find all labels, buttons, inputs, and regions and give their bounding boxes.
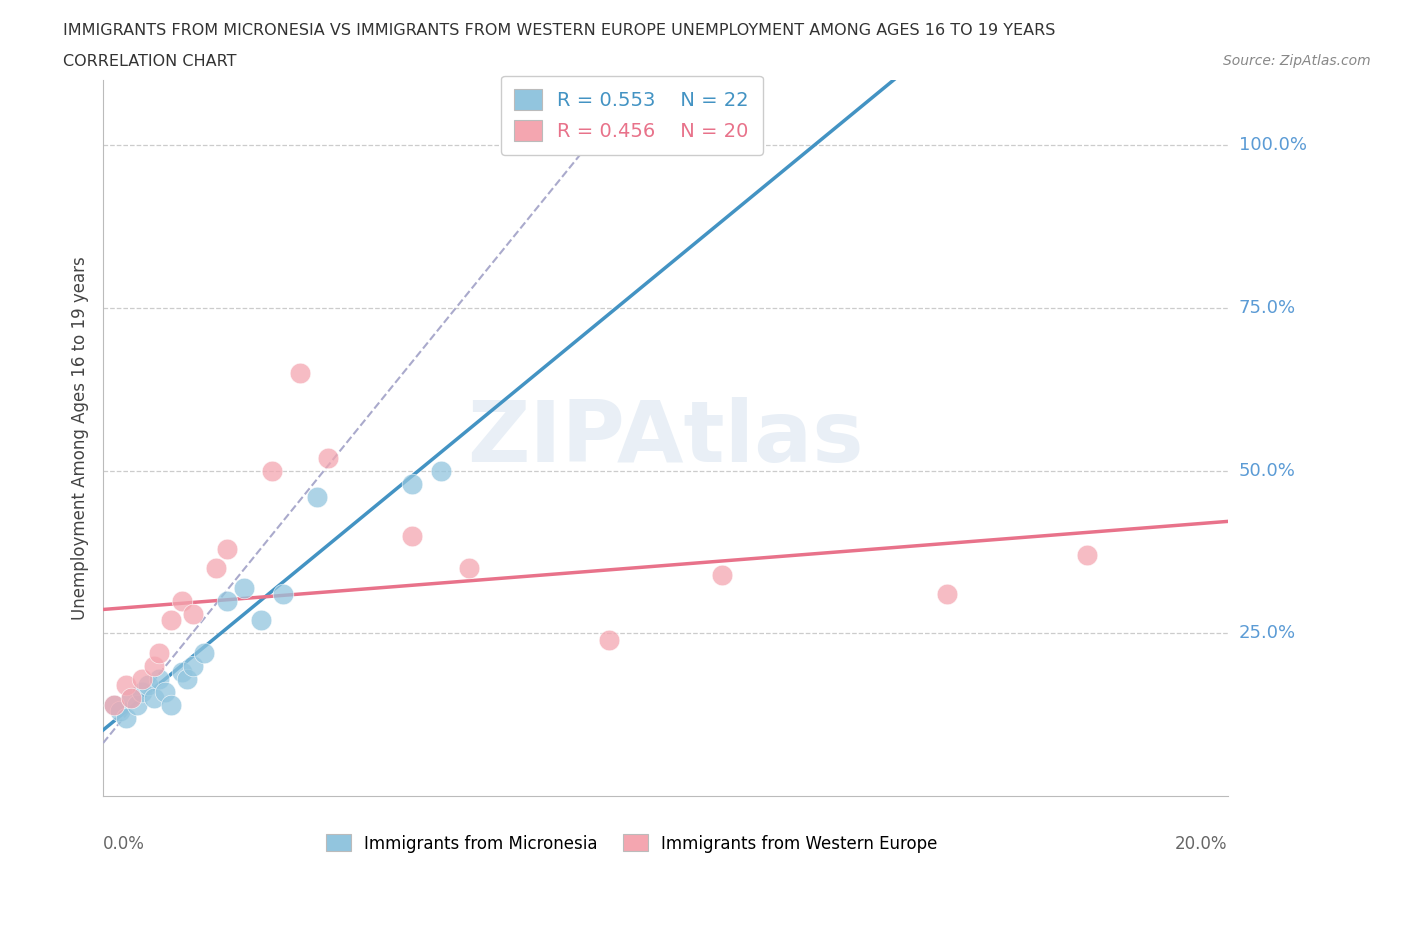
Point [271,587,294,602]
Point [103,698,125,712]
Point [401,476,423,491]
Point [125,698,148,712]
Point [114,711,136,725]
Point [457,561,479,576]
Point [142,691,165,706]
Text: 20.0%: 20.0% [1175,835,1227,853]
Text: 0.0%: 0.0% [103,835,145,853]
Point [305,489,328,504]
Text: ZIPAtlas: ZIPAtlas [467,396,863,480]
Point [204,561,226,576]
Point [142,658,165,673]
Text: 50.0%: 50.0% [1239,461,1296,480]
Point [181,606,204,621]
Point [120,691,142,706]
Point [1076,548,1098,563]
Point [215,593,238,608]
Point [136,678,159,693]
Point [170,665,193,680]
Point [153,684,176,699]
Point [598,632,620,647]
Point [148,671,170,686]
Legend: Immigrants from Micronesia, Immigrants from Western Europe: Immigrants from Micronesia, Immigrants f… [319,828,945,859]
Text: CORRELATION CHART: CORRELATION CHART [63,54,236,69]
Point [176,671,198,686]
Point [260,463,283,478]
Point [131,684,153,699]
Point [103,698,125,712]
Point [131,671,153,686]
Point [232,580,254,595]
Point [401,528,423,543]
Point [710,567,733,582]
Point [193,645,215,660]
Point [249,613,271,628]
Point [181,658,204,673]
Point [114,678,136,693]
Point [429,463,451,478]
Point [288,365,311,380]
Point [159,698,181,712]
Point [120,691,142,706]
Point [170,593,193,608]
Text: Source: ZipAtlas.com: Source: ZipAtlas.com [1223,54,1371,68]
Point [215,541,238,556]
Point [316,450,339,465]
Point [935,587,957,602]
Y-axis label: Unemployment Among Ages 16 to 19 years: Unemployment Among Ages 16 to 19 years [72,256,89,620]
Point [148,645,170,660]
Point [108,704,131,719]
Text: 75.0%: 75.0% [1239,299,1296,317]
Text: 25.0%: 25.0% [1239,624,1296,643]
Text: IMMIGRANTS FROM MICRONESIA VS IMMIGRANTS FROM WESTERN EUROPE UNEMPLOYMENT AMONG : IMMIGRANTS FROM MICRONESIA VS IMMIGRANTS… [63,23,1056,38]
Text: 100.0%: 100.0% [1239,136,1308,154]
Point [159,613,181,628]
